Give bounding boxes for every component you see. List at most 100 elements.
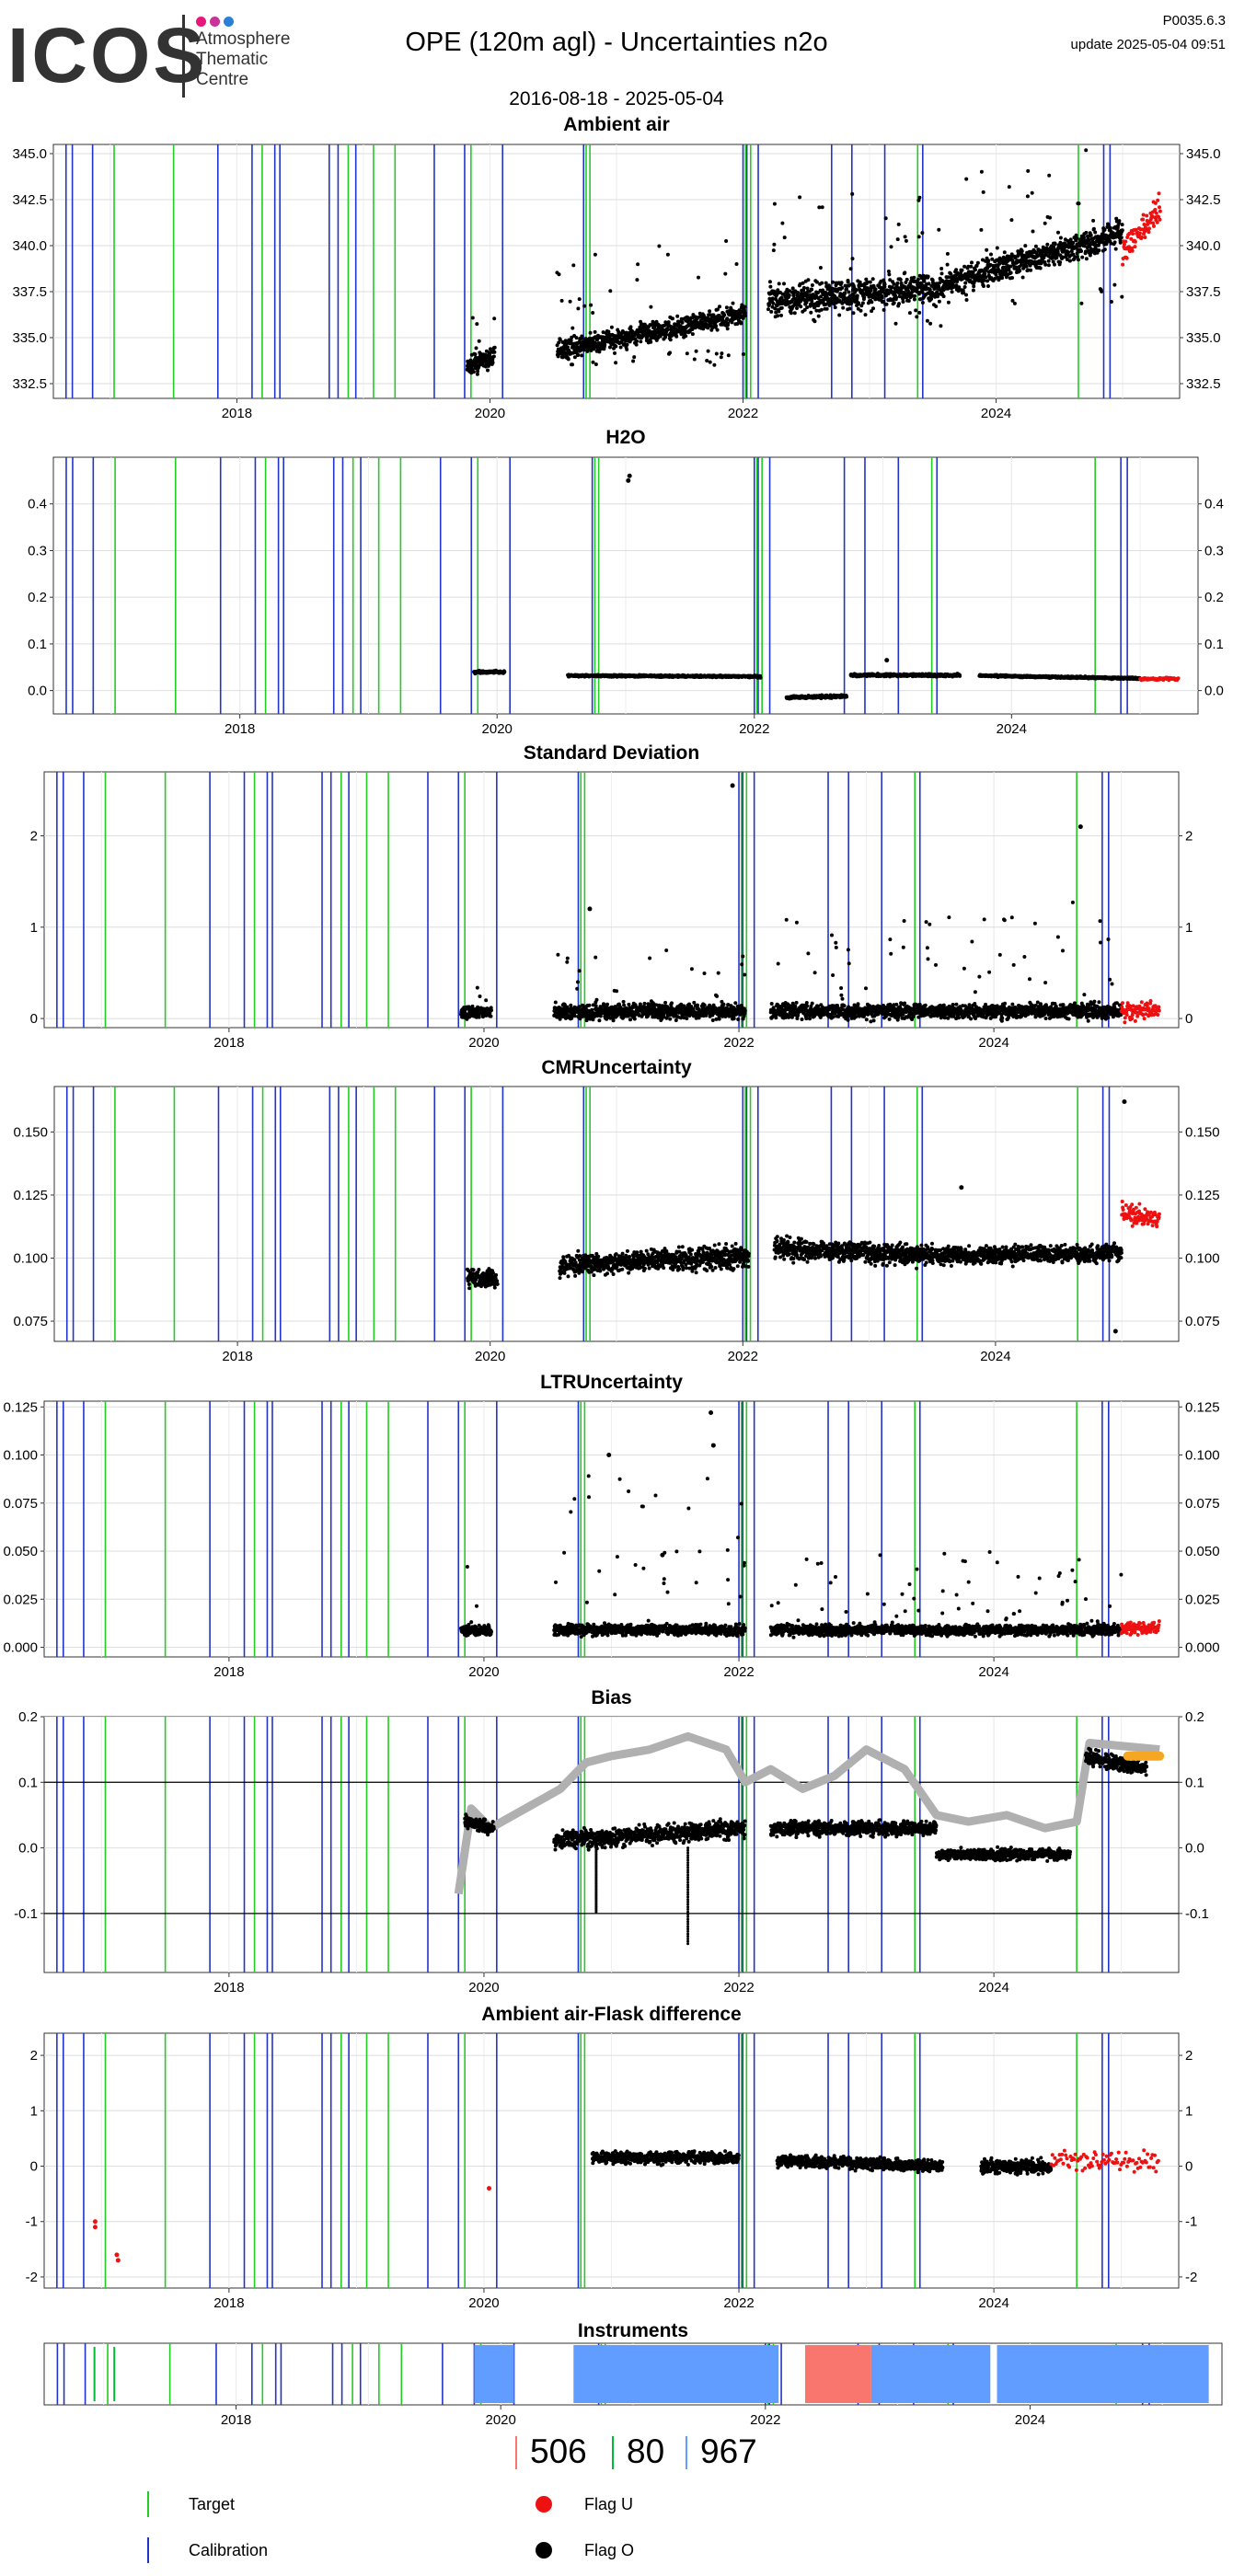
data-point [946, 300, 951, 305]
flag-u-point [1145, 213, 1149, 218]
y-tick-label: 345.0 [12, 146, 47, 162]
flag-u-point [1141, 217, 1146, 222]
data-point [1031, 229, 1035, 234]
data-point [769, 309, 774, 314]
data-point [726, 353, 731, 358]
data-point [802, 307, 807, 312]
data-point [982, 284, 985, 288]
data-point [839, 281, 844, 285]
flag-u-point [1158, 205, 1161, 210]
data-point [982, 278, 986, 282]
data-point [1058, 260, 1063, 265]
data-point [735, 322, 740, 326]
data-point [971, 270, 975, 274]
data-point [705, 359, 709, 362]
data-point [628, 325, 633, 329]
data-point [945, 251, 950, 256]
flag-u-point [1130, 248, 1135, 253]
data-point [475, 372, 479, 376]
data-point [613, 351, 616, 355]
flag-u-point [1131, 232, 1135, 236]
data-point [780, 221, 785, 225]
data-point [621, 330, 626, 335]
data-point [897, 302, 901, 306]
data-point [557, 340, 561, 345]
data-point [889, 245, 893, 249]
data-point [473, 352, 478, 357]
data-point [1023, 244, 1028, 248]
data-point [814, 280, 819, 284]
chart-title: Ambient air [563, 114, 670, 135]
y-tick-label: 340.0 [12, 238, 47, 254]
data-point [890, 285, 894, 290]
data-point [880, 295, 884, 300]
data-point [782, 282, 786, 286]
data-point [1055, 250, 1060, 255]
data-point [566, 357, 570, 362]
data-point [949, 271, 953, 276]
data-point [649, 339, 653, 344]
data-point [790, 286, 795, 291]
data-point [843, 291, 847, 295]
data-point [946, 275, 951, 280]
data-point [801, 285, 806, 290]
data-point [937, 227, 941, 232]
logo-dot-pink [196, 17, 206, 27]
flag-u-point [1158, 217, 1162, 222]
data-point [767, 302, 772, 306]
y-tick-label-right: 335.0 [1186, 330, 1221, 346]
data-point [841, 305, 846, 310]
data-point [722, 313, 727, 317]
data-point [609, 325, 614, 329]
data-point [981, 190, 985, 194]
data-point [858, 280, 862, 284]
data-point [674, 334, 679, 339]
data-point [1084, 257, 1089, 261]
data-point [855, 293, 859, 298]
data-point [766, 307, 770, 312]
data-point [649, 305, 653, 309]
data-point [1077, 201, 1081, 206]
logo-wordmark: ICOS [7, 12, 208, 98]
data-point [570, 335, 574, 339]
data-point [963, 281, 968, 285]
y-tick-label: 337.5 [12, 284, 47, 300]
flag-u-point [1133, 239, 1137, 244]
flag-u-point [1147, 230, 1151, 235]
data-point [870, 309, 874, 314]
data-point [1008, 264, 1013, 269]
data-point [734, 262, 739, 266]
data-point [995, 246, 999, 250]
data-point [850, 191, 855, 196]
data-point [1112, 282, 1117, 287]
data-point [804, 300, 809, 305]
data-point [809, 310, 813, 315]
data-point [772, 201, 777, 206]
data-point [591, 311, 595, 315]
y-tick-label-right: 332.5 [1186, 376, 1221, 392]
data-point [925, 318, 929, 323]
data-point [635, 339, 640, 343]
data-point [715, 328, 720, 332]
data-point [896, 222, 901, 226]
data-point [665, 252, 670, 257]
data-point [492, 345, 497, 350]
data-point [1056, 230, 1060, 235]
data-point [888, 278, 893, 282]
flag-u-point [1157, 214, 1161, 219]
data-point [870, 300, 874, 305]
data-point [981, 258, 985, 262]
data-point [939, 267, 944, 270]
data-point [964, 177, 969, 181]
data-point [572, 355, 577, 360]
flag-u-point [1151, 221, 1156, 225]
data-point [1054, 256, 1059, 259]
data-point [561, 355, 565, 360]
data-point [632, 355, 637, 360]
data-point [574, 350, 579, 354]
data-point [492, 350, 497, 354]
data-point [589, 303, 593, 307]
data-point [1018, 269, 1022, 273]
data-point [697, 275, 700, 280]
data-point [979, 169, 984, 174]
